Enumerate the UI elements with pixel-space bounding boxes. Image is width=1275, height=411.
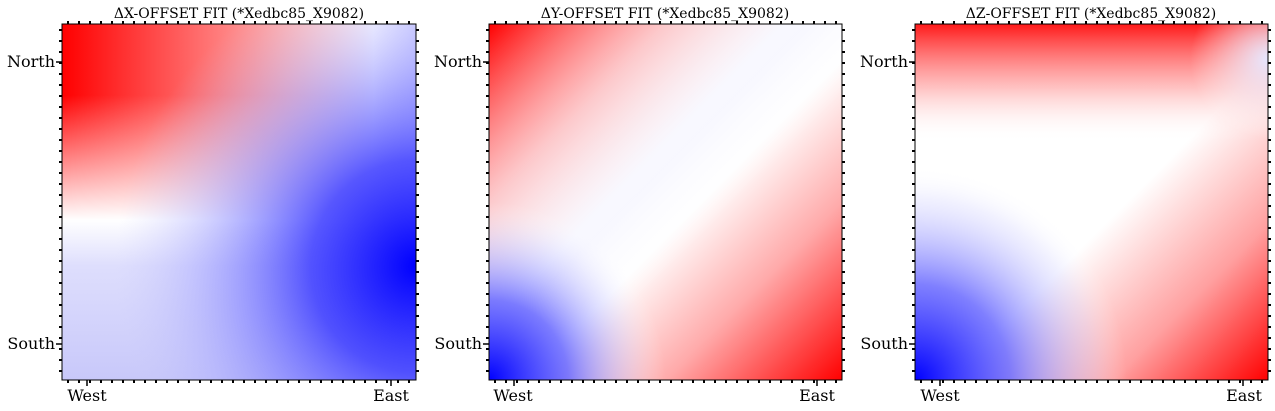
x-tick-label-west: West [67,386,107,405]
y-tick-label-south: South [434,334,482,353]
x-tick-label-west: West [920,386,960,405]
x-tick-label-west: West [493,386,533,405]
panel-title: ΔX-OFFSET FIT (*Xedbc85_X9082) [114,6,364,22]
plot-frame [914,23,1269,381]
plot-frame [61,23,417,381]
x-tick-label-east: East [799,386,835,405]
tick-marks [483,21,845,386]
heatmap-image [62,24,416,380]
x-tick-label-east: East [1226,386,1262,405]
y-tick-label-north: North [7,52,55,71]
heatmap-image [915,24,1268,380]
x-tick-label-east: East [373,386,409,405]
panel-title: ΔY-OFFSET FIT (*Xedbc85_X9082) [541,6,789,22]
heatmap-image [489,24,842,380]
y-tick-label-north: North [860,52,908,71]
plot-frame [488,23,843,381]
tick-marks [56,21,419,386]
panel-dx-offset: ΔX-OFFSET FIT (*Xedbc85_X9082) North Sou… [7,6,419,405]
panel-dz-offset: ΔZ-OFFSET FIT (*Xedbc85_X9082) North Sou… [860,6,1271,405]
panel-title: ΔZ-OFFSET FIT (*Xedbc85_X9082) [966,6,1216,22]
y-tick-label-south: South [860,334,908,353]
tick-marks [909,21,1271,386]
y-tick-label-south: South [7,334,55,353]
y-tick-label-north: North [434,52,482,71]
panel-dy-offset: ΔY-OFFSET FIT (*Xedbc85_X9082) North Sou… [434,6,845,405]
